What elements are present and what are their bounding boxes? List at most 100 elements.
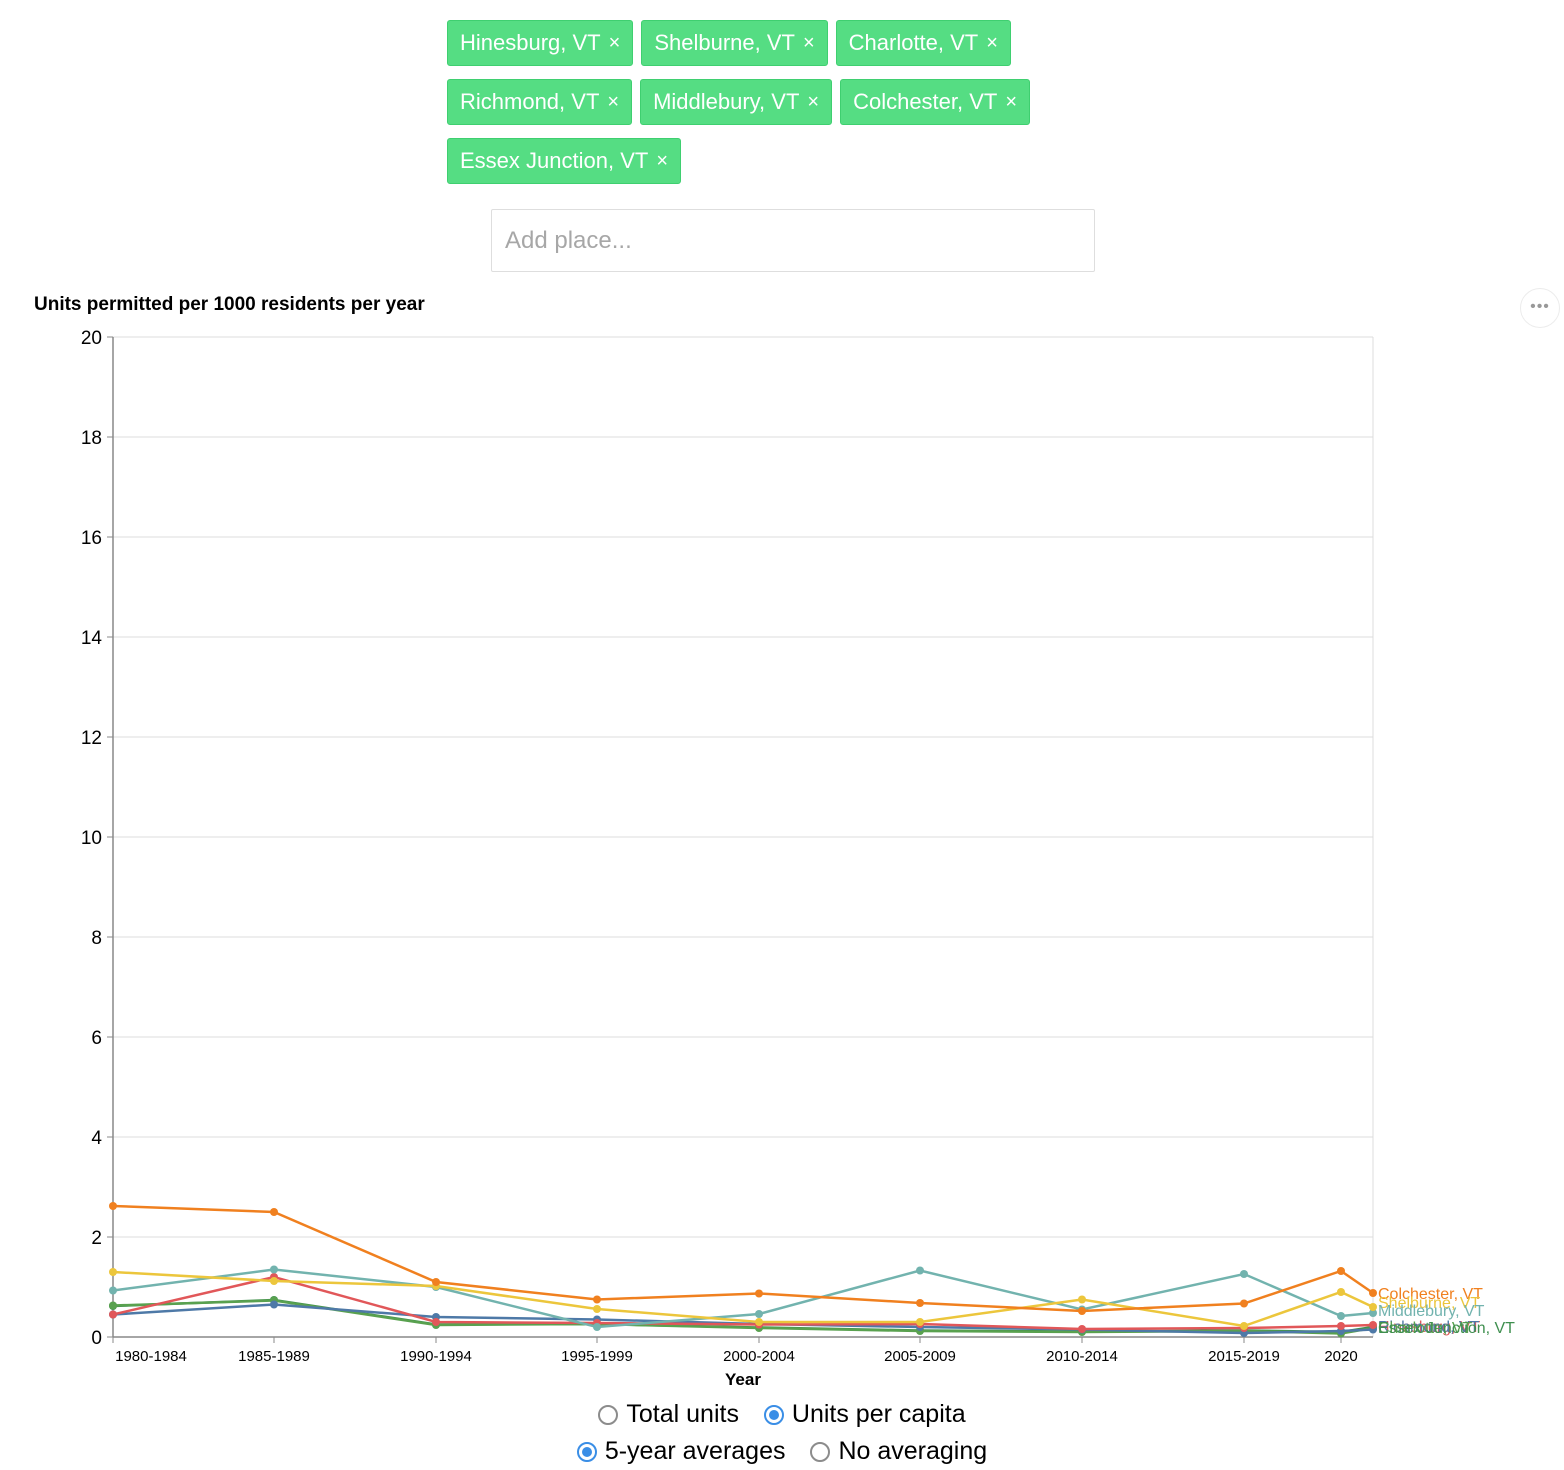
no-averaging-option[interactable]: No averaging [810, 1437, 987, 1466]
close-icon[interactable]: × [986, 32, 998, 54]
y-tick-label: 18 [81, 428, 102, 449]
per-capita-label: Units per capita [791, 1400, 966, 1428]
y-tick-label: 4 [91, 1128, 102, 1149]
x-tick-label: 2020 [1324, 1348, 1357, 1365]
place-chip-row: Richmond, VT × Middlebury, VT × Colchester… [447, 79, 1067, 125]
close-icon[interactable]: × [608, 32, 621, 54]
series-end-label: Colchester, VT [1378, 1286, 1483, 1303]
close-icon[interactable]: × [807, 91, 820, 113]
place-chip-label: Charlotte, VT [848, 30, 979, 55]
x-tick-label: 1995-1999 [561, 1348, 633, 1365]
x-tick-label: 2000-2004 [723, 1348, 795, 1365]
x-axis-label: Year [725, 1370, 761, 1389]
series-line [112, 1303, 1374, 1335]
total-units-label: Total units [626, 1400, 739, 1428]
place-chip-charlotte[interactable]: Charlotte, VT × [835, 20, 1011, 66]
y-tick-label: 0 [91, 1328, 102, 1349]
y-tick-label: 8 [91, 928, 102, 949]
data-point [109, 1310, 117, 1319]
series-line [112, 1275, 1374, 1331]
series-line [112, 1268, 1374, 1329]
data-point [916, 1299, 924, 1307]
data-point [109, 1286, 117, 1295]
five-year-average-radio[interactable] [576, 1441, 597, 1462]
y-tick-label: 10 [81, 828, 102, 849]
y-tick-label: 2 [91, 1228, 102, 1249]
data-point [270, 1265, 278, 1274]
data-point [593, 1305, 601, 1313]
data-point [270, 1277, 278, 1285]
x-tick-label: 2005-2009 [884, 1348, 956, 1365]
data-point [1337, 1288, 1345, 1296]
close-icon[interactable]: × [607, 91, 620, 113]
per-capita-radio[interactable] [763, 1404, 784, 1425]
data-point [1240, 1322, 1248, 1330]
total-units-radio[interactable] [598, 1404, 619, 1425]
place-chip-label: Colchester, VT [853, 89, 998, 114]
data-point [109, 1301, 117, 1310]
close-icon[interactable]: × [1005, 91, 1018, 113]
data-point [1078, 1307, 1086, 1315]
series-end-label: Hinesburg, VT [1378, 1319, 1480, 1336]
place-chip-richmond[interactable]: Richmond, VT × [447, 79, 633, 125]
close-icon[interactable]: × [802, 32, 815, 54]
data-point [109, 1202, 117, 1210]
data-point [916, 1318, 924, 1326]
place-chip-label: Essex Junction, VT [460, 148, 649, 173]
averaging-toggle: 5-year averages No averaging [0, 1437, 1564, 1469]
data-point [270, 1300, 278, 1309]
data-point [1337, 1267, 1345, 1275]
x-tick-label: 2015-2019 [1208, 1348, 1280, 1365]
place-chip-shelburne[interactable]: Shelburne, VT × [641, 20, 828, 66]
no-averaging-label: No averaging [838, 1437, 988, 1465]
data-point [916, 1266, 924, 1275]
y-tick-label: 14 [81, 628, 103, 649]
data-point [1078, 1325, 1086, 1333]
units-permitted-chart: Units permitted per 1000 residents per y… [34, 294, 1515, 1389]
chart-title: Units permitted per 1000 residents per y… [34, 294, 425, 315]
y-tick-label: 6 [91, 1028, 102, 1049]
y-tick-label: 12 [81, 728, 102, 749]
data-point [109, 1268, 117, 1276]
data-point [1369, 1309, 1377, 1317]
data-point [270, 1208, 278, 1216]
data-point [593, 1323, 601, 1331]
more-options-button[interactable]: ••• [1520, 288, 1560, 328]
x-tick-label: 1990-1994 [400, 1348, 472, 1365]
y-tick-label: 16 [81, 528, 102, 549]
place-chip-label: Hinesburg, VT [460, 30, 601, 55]
data-point [1240, 1299, 1248, 1308]
data-point [1369, 1289, 1377, 1297]
data-point [1078, 1295, 1086, 1304]
series-end-label: Richmond, VT [1378, 1319, 1480, 1336]
five-year-average-option[interactable]: 5-year averages [576, 1437, 786, 1466]
data-point [432, 1318, 440, 1326]
total-units-option[interactable]: Total units [598, 1400, 739, 1429]
x-tick-label: 2010-2014 [1046, 1348, 1118, 1365]
data-point [1369, 1303, 1377, 1311]
data-point [755, 1318, 763, 1326]
no-averaging-radio[interactable] [810, 1441, 831, 1462]
place-chip-middlebury[interactable]: Middlebury, VT × [640, 79, 833, 125]
place-chip-essex-junction[interactable]: Essex Junction, VT × [447, 138, 681, 184]
data-point [1337, 1312, 1345, 1320]
series-end-label: Middlebury, VT [1378, 1303, 1485, 1320]
add-place-input[interactable] [491, 209, 1095, 272]
series-end-label: Shelburne, VT [1378, 1295, 1481, 1312]
x-tick-label: 1980-1984 [115, 1348, 187, 1365]
x-tick-label: 1985-1989 [238, 1348, 310, 1365]
measure-toggle: Total units Units per capita [0, 1400, 1564, 1432]
place-chip-row: Essex Junction, VT × [447, 138, 1067, 184]
five-year-average-label: 5-year averages [604, 1437, 786, 1465]
place-chip-hinesburg[interactable]: Hinesburg, VT × [447, 20, 634, 66]
data-point [755, 1310, 763, 1318]
close-icon[interactable]: × [656, 150, 668, 172]
y-tick-label: 20 [81, 328, 102, 349]
place-chip-colchester[interactable]: Colchester, VT × [840, 79, 1031, 125]
series-line [112, 1270, 1374, 1328]
data-point [593, 1295, 601, 1304]
series-line [112, 1204, 1374, 1313]
per-capita-option[interactable]: Units per capita [763, 1400, 966, 1429]
place-chip-row: Hinesburg, VT × Shelburne, VT × Charlotte,… [447, 20, 1067, 66]
ellipsis-icon: ••• [1530, 298, 1550, 315]
